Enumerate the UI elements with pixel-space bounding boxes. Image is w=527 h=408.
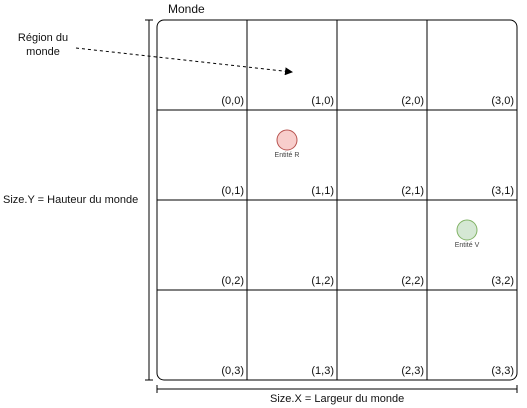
cell-coordinate-label: (2,3) bbox=[401, 365, 424, 377]
cell-coordinate-label: (1,1) bbox=[311, 185, 334, 197]
cell-coordinate-label: (1,0) bbox=[311, 95, 334, 107]
cell-coordinate-label: (0,3) bbox=[221, 365, 244, 377]
cell-coordinate-label: (3,2) bbox=[491, 275, 514, 287]
height-label: Size.Y = Hauteur du monde bbox=[3, 194, 139, 206]
cell-coordinate-label: (2,0) bbox=[401, 95, 424, 107]
width-dimension-line bbox=[156, 385, 518, 393]
cell-coordinate-label: (0,1) bbox=[221, 185, 244, 197]
cell-coordinate-label: (3,3) bbox=[491, 365, 514, 377]
cell-coordinate-label: (1,3) bbox=[311, 365, 334, 377]
world-title: Monde bbox=[168, 2, 205, 16]
cell-coordinate-label: (0,2) bbox=[221, 275, 244, 287]
entity-label: Entité R bbox=[274, 152, 300, 159]
cell-coordinate-label: (2,1) bbox=[401, 185, 424, 197]
cell-coordinate-label: (0,0) bbox=[221, 95, 244, 107]
cell-coordinate-label: (3,1) bbox=[491, 185, 514, 197]
cell-coordinate-label: (2,2) bbox=[401, 275, 424, 287]
width-label: Size.X = Largeur du monde bbox=[270, 393, 405, 405]
entity-label: Entité V bbox=[454, 242, 480, 249]
cell-coordinate-label: (3,0) bbox=[491, 95, 514, 107]
region-label: Région du monde bbox=[17, 32, 69, 58]
entity-circle bbox=[276, 129, 298, 151]
entity-circle bbox=[456, 219, 478, 241]
height-dimension-line bbox=[145, 19, 153, 381]
grid-lines bbox=[157, 20, 517, 380]
region-pointer-arrow bbox=[75, 47, 293, 76]
cell-coordinate-label: (1,2) bbox=[311, 275, 334, 287]
